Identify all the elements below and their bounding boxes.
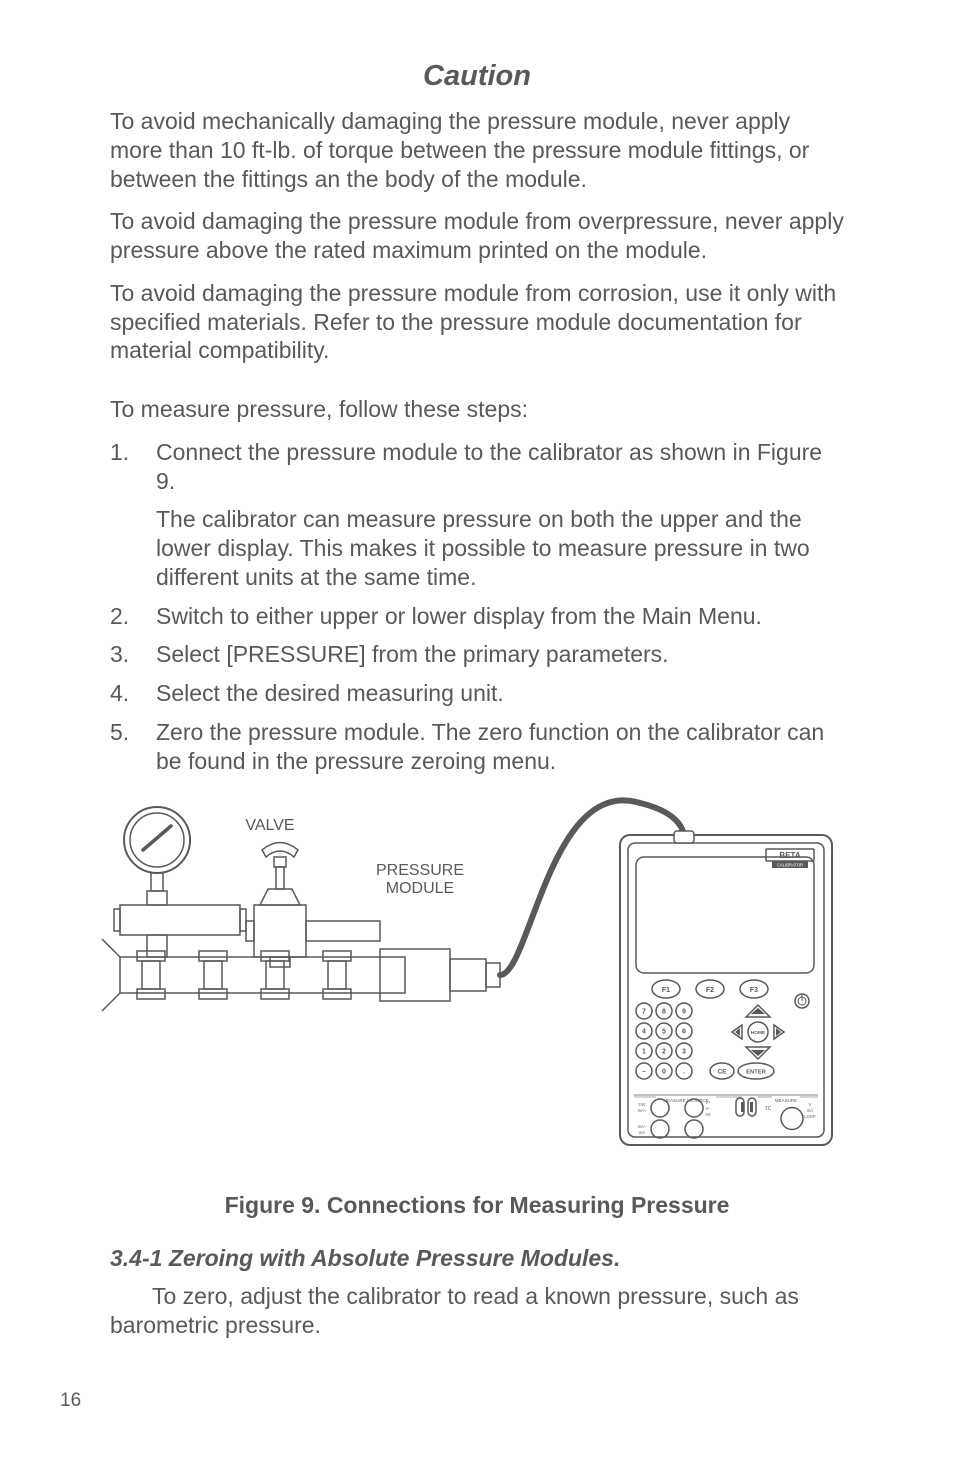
figure-caption: Figure 9. Connections for Measuring Pres… <box>110 1192 844 1219</box>
svg-text:PRESSURE: PRESSURE <box>376 862 464 879</box>
step-text: Switch to either upper or lower display … <box>156 602 844 631</box>
svg-text:mA–: mA– <box>638 1124 647 1129</box>
svg-text:4: 4 <box>642 1029 646 1036</box>
svg-text:V–: V– <box>705 1106 711 1111</box>
svg-text:3: 3 <box>682 1049 686 1056</box>
step-number: 1. <box>110 438 156 592</box>
svg-text:CALIBRATOR: CALIBRATOR <box>777 863 803 868</box>
svg-text:1: 1 <box>642 1049 646 1056</box>
list-item: 3. Select [PRESSURE] from the primary pa… <box>110 640 844 669</box>
list-item: 5. Zero the pressure module. The zero fu… <box>110 718 844 776</box>
step-text: Zero the pressure module. The zero funct… <box>156 718 844 776</box>
svg-text:0: 0 <box>662 1069 666 1076</box>
svg-text:7: 7 <box>642 1009 646 1016</box>
svg-text:5: 5 <box>662 1029 666 1036</box>
list-item: 4. Select the desired measuring unit. <box>110 679 844 708</box>
svg-text:ENTER: ENTER <box>746 1070 766 1076</box>
svg-text:mA: mA <box>639 1130 645 1135</box>
step-text: Select the desired measuring unit. <box>156 679 844 708</box>
caution-para-3: To avoid damaging the pressure module fr… <box>110 279 844 365</box>
svg-text:Hz: Hz <box>705 1112 710 1117</box>
svg-text:BETA: BETA <box>779 851 800 860</box>
svg-text:9: 9 <box>682 1009 686 1016</box>
svg-text:.: . <box>683 1069 685 1076</box>
step-text: Select [PRESSURE] from the primary param… <box>156 640 844 669</box>
svg-text:V: V <box>809 1102 812 1107</box>
figure-9: VALVE PRESSUREMODULE BETA CALIBRATOR F1 F2 F3 7… <box>80 795 874 1170</box>
svg-text:V+: V+ <box>705 1100 711 1105</box>
svg-text:HOME: HOME <box>751 1030 766 1036</box>
svg-text:6: 6 <box>682 1029 686 1036</box>
subsection-heading: 3.4-1 Zeroing with Absolute Pressure Mod… <box>110 1245 844 1272</box>
caution-heading: Caution <box>110 60 844 93</box>
svg-text:MODULE: MODULE <box>386 880 454 897</box>
step-number: 4. <box>110 679 156 708</box>
steps-list: 1. Connect the pressure module to the ca… <box>110 438 844 776</box>
step-subtext: The calibrator can measure pressure on b… <box>156 505 844 591</box>
svg-text:F2: F2 <box>706 987 714 994</box>
step-number: 5. <box>110 718 156 776</box>
svg-text:VALVE: VALVE <box>245 817 294 834</box>
steps-intro: To measure pressure, follow these steps: <box>110 395 844 424</box>
svg-text:TC: TC <box>765 1106 772 1112</box>
caution-para-1: To avoid mechanically damaging the press… <box>110 107 844 193</box>
step-number: 3. <box>110 640 156 669</box>
list-item: 2. Switch to either upper or lower displ… <box>110 602 844 631</box>
caution-para-2: To avoid damaging the pressure module fr… <box>110 207 844 265</box>
figure-svg: VALVE PRESSUREMODULE BETA CALIBRATOR F1 F2 F3 7… <box>80 795 880 1165</box>
svg-text:F3: F3 <box>750 987 758 994</box>
svg-text:2: 2 <box>662 1049 666 1056</box>
svg-text:mA: mA <box>807 1108 813 1113</box>
svg-text:CE: CE <box>717 1069 727 1076</box>
svg-text:LOOP: LOOP <box>804 1114 816 1119</box>
svg-text:MEASURE: MEASURE <box>775 1098 797 1103</box>
step-number: 2. <box>110 602 156 631</box>
step-text: Connect the pressure module to the calib… <box>156 438 844 496</box>
svg-text:–: – <box>642 1069 646 1076</box>
page-number: 16 <box>60 1390 844 1412</box>
subsection-para: To zero, adjust the calibrator to read a… <box>110 1282 844 1340</box>
svg-text:mA+: mA+ <box>638 1108 647 1113</box>
svg-text:F1: F1 <box>662 987 670 994</box>
svg-text:8: 8 <box>662 1009 666 1016</box>
list-item: 1. Connect the pressure module to the ca… <box>110 438 844 592</box>
svg-text:24V: 24V <box>638 1102 646 1107</box>
